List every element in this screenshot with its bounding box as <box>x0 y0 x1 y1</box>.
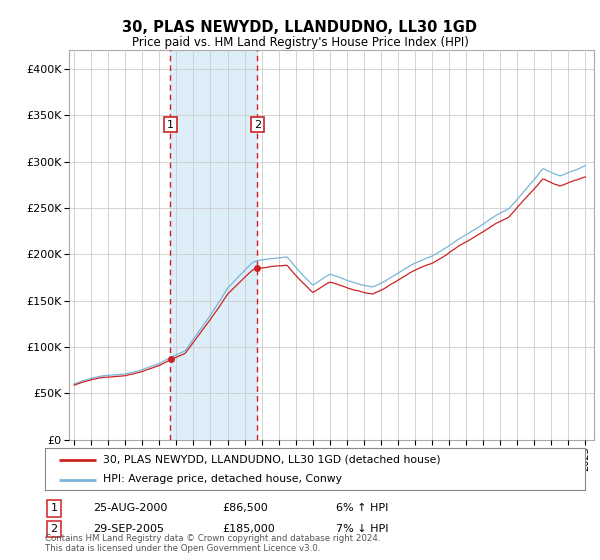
Text: 6% ↑ HPI: 6% ↑ HPI <box>336 503 388 514</box>
Text: 1: 1 <box>50 503 58 514</box>
Text: 2: 2 <box>254 119 261 129</box>
Text: £86,500: £86,500 <box>222 503 268 514</box>
Text: 2: 2 <box>50 524 58 534</box>
Bar <box>170 50 257 440</box>
Text: £185,000: £185,000 <box>222 524 275 534</box>
Text: 25-AUG-2000: 25-AUG-2000 <box>93 503 167 514</box>
Text: 7% ↓ HPI: 7% ↓ HPI <box>336 524 389 534</box>
Text: Price paid vs. HM Land Registry's House Price Index (HPI): Price paid vs. HM Land Registry's House … <box>131 36 469 49</box>
Text: 29-SEP-2005: 29-SEP-2005 <box>93 524 164 534</box>
Text: 30, PLAS NEWYDD, LLANDUDNO, LL30 1GD: 30, PLAS NEWYDD, LLANDUDNO, LL30 1GD <box>122 20 478 35</box>
Text: Contains HM Land Registry data © Crown copyright and database right 2024.
This d: Contains HM Land Registry data © Crown c… <box>45 534 380 553</box>
Text: HPI: Average price, detached house, Conwy: HPI: Average price, detached house, Conw… <box>103 474 343 484</box>
Text: 30, PLAS NEWYDD, LLANDUDNO, LL30 1GD (detached house): 30, PLAS NEWYDD, LLANDUDNO, LL30 1GD (de… <box>103 455 441 465</box>
Text: 1: 1 <box>167 119 174 129</box>
